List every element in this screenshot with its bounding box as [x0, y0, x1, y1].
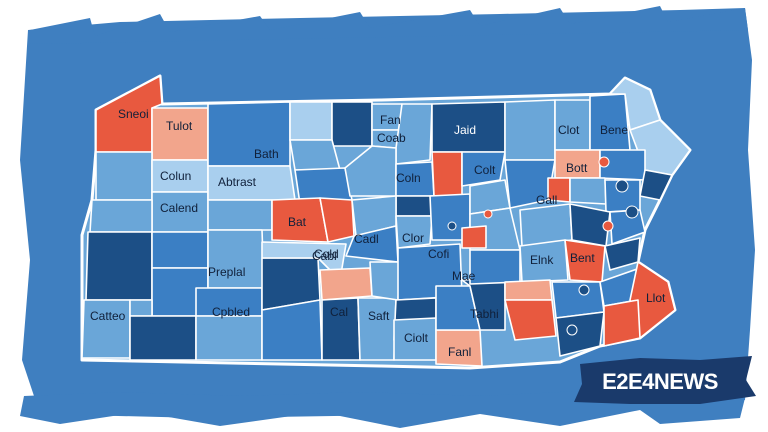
county-c3 — [195, 315, 263, 361]
county-w2 — [89, 199, 153, 233]
county-label: Coab — [377, 131, 406, 145]
county-label: Cal — [330, 305, 348, 319]
county-t2 — [331, 101, 373, 147]
county-label: Saft — [368, 309, 390, 323]
county-c9 — [395, 195, 435, 217]
county-c18 — [504, 99, 556, 161]
county-cal-salmon — [319, 267, 373, 301]
county-w1 — [95, 151, 153, 201]
county-c22 — [569, 177, 607, 205]
county-tulot — [151, 107, 209, 161]
county-label: Clot — [558, 123, 580, 137]
county-w4 — [151, 231, 209, 269]
county-mae — [469, 249, 521, 285]
county-label: Tulot — [166, 119, 193, 133]
county-label: Cold — [314, 247, 339, 261]
small-county-5 — [578, 284, 590, 296]
county-label: Cofi — [428, 247, 449, 261]
county-label: Sneoi — [118, 107, 149, 121]
small-county-2 — [625, 205, 639, 219]
county-red-e2 — [504, 299, 557, 341]
county-c5 — [261, 299, 323, 361]
county-c12 — [369, 261, 401, 301]
county-label: Catteo — [90, 309, 126, 323]
county-llot — [629, 261, 676, 339]
county-label: Calend — [160, 201, 198, 215]
county-w3 — [85, 231, 153, 301]
small-county-6 — [566, 324, 578, 336]
county-label: Bott — [566, 161, 588, 175]
county-label: Bath — [254, 147, 279, 161]
county-label: Jaid — [454, 123, 476, 137]
county-label: Fanl — [448, 345, 471, 359]
small-county-3 — [598, 156, 610, 168]
county-label: Tabhi — [470, 307, 499, 321]
logo-brush — [574, 356, 756, 404]
county-coln — [344, 145, 397, 197]
county-red-e3 — [603, 299, 641, 347]
county-labels: Sneoi Tulot Bath Colun Abtrast Calend Fa… — [90, 107, 666, 359]
county-c21 — [639, 169, 673, 201]
county-label: Preplal — [208, 265, 245, 279]
county-c2 — [207, 199, 273, 231]
county-t1 — [289, 101, 333, 141]
county-label: Llot — [646, 291, 666, 305]
county-label: Bent — [570, 251, 595, 265]
county-label: Cabl — [312, 249, 337, 263]
county-label: Bat — [288, 215, 307, 229]
county-label: Bene — [600, 123, 628, 137]
county-label: Mae — [452, 269, 476, 283]
county-label: Colt — [474, 163, 496, 177]
brush-edge-bottom — [20, 390, 746, 428]
county-c28 — [504, 279, 553, 301]
county-sw-dark — [129, 315, 197, 361]
small-county-7 — [483, 209, 493, 219]
county-label: Fan — [380, 113, 401, 127]
county-c8 — [461, 151, 506, 187]
logo-text: E2E4NEWS — [602, 369, 718, 394]
county-label: Ciolt — [404, 331, 429, 345]
county-label: Gall — [536, 193, 557, 207]
east-small-counties — [447, 156, 639, 336]
county-c30 — [555, 311, 605, 357]
county-red-small — [461, 225, 487, 249]
county-preplal — [207, 229, 265, 289]
county-label: Cpbled — [212, 305, 250, 319]
county-label: Colun — [160, 169, 191, 183]
small-county-8 — [447, 221, 457, 231]
county-label: Elnk — [530, 253, 554, 267]
county-bene — [589, 93, 631, 151]
county-label: Coln — [396, 171, 421, 185]
county-t7 — [357, 297, 397, 361]
county-c11 — [395, 215, 433, 249]
county-elnk — [519, 239, 569, 283]
county-c6 — [395, 103, 433, 165]
small-county-4 — [602, 220, 614, 232]
small-county-1 — [615, 179, 629, 193]
county-red-center — [431, 151, 463, 197]
state-outline — [80, 74, 692, 370]
brush-edge-top — [30, 6, 748, 44]
county-label: Abtrast — [218, 175, 257, 189]
county-t3 — [289, 139, 341, 171]
county-label: Clor — [402, 231, 424, 245]
county-label: Cadl — [354, 232, 379, 246]
site-logo: E2E4NEWS — [572, 362, 748, 402]
county-w6 — [129, 299, 153, 317]
